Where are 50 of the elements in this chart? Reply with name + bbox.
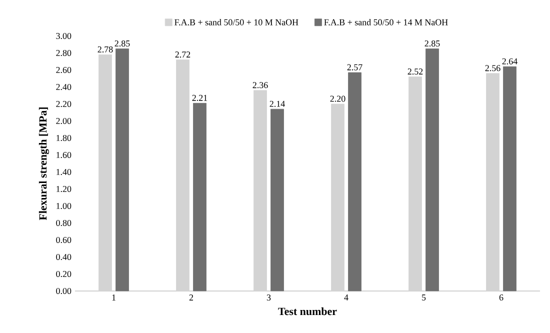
y-tick-label: 3.00 <box>56 32 72 40</box>
y-tick-label: 0.00 <box>56 288 72 294</box>
data-label: 2.36 <box>252 82 268 88</box>
y-axis-title: Flexural strength [MPa] <box>38 108 49 220</box>
y-tick-label: 0.40 <box>56 254 72 260</box>
x-tick-label: 1 <box>112 294 116 300</box>
legend-label: F.A.B + sand 50/50 + 10 M NaOH <box>174 19 298 26</box>
y-tick-label: 0.60 <box>56 236 72 244</box>
y-tick-label: 0.80 <box>56 220 72 226</box>
bar <box>176 60 190 292</box>
y-tick-label: 1.40 <box>56 168 72 176</box>
data-label: 2.21 <box>192 94 208 101</box>
y-tick-label: 1.00 <box>56 202 72 210</box>
data-label: 2.20 <box>330 96 346 102</box>
bar <box>331 104 344 292</box>
y-tick-label: 2.80 <box>56 50 72 56</box>
bar <box>270 108 284 292</box>
x-tick-label: 5 <box>422 294 426 300</box>
y-tick-label: 2.60 <box>56 66 72 74</box>
data-label: 2.56 <box>485 65 500 72</box>
y-tick-label: 2.00 <box>56 118 72 124</box>
data-label: 2.14 <box>270 100 285 107</box>
y-tick-label: 1.60 <box>56 152 72 158</box>
data-label: 2.52 <box>408 68 423 75</box>
bar <box>193 102 206 292</box>
bar <box>116 48 129 292</box>
bar <box>348 72 362 292</box>
y-tick-label: 1.20 <box>56 186 72 192</box>
x-tick-label: 2 <box>189 294 193 300</box>
x-tick-label: 6 <box>499 294 504 301</box>
y-tick-label: 1.80 <box>56 134 72 142</box>
data-label: 2.85 <box>114 40 130 47</box>
data-label: 2.85 <box>424 40 440 47</box>
x-tick-label: 4 <box>344 294 348 300</box>
data-label: 2.64 <box>502 58 518 64</box>
bar <box>254 90 267 292</box>
bar <box>486 73 500 292</box>
bar <box>98 54 112 292</box>
data-label: 2.57 <box>347 64 362 70</box>
bar <box>503 66 516 292</box>
bar <box>408 76 422 292</box>
bar <box>426 48 439 292</box>
y-tick-label: 2.20 <box>56 100 72 108</box>
y-tick-label: 2.40 <box>56 84 72 90</box>
legend-label: F.A.B + sand 50/50 + 14 M NaOH <box>324 19 448 26</box>
x-tick-label: 3 <box>266 294 271 301</box>
data-label: 2.78 <box>98 46 113 52</box>
data-label: 2.72 <box>175 52 190 58</box>
y-tick-label: 0.20 <box>56 270 72 278</box>
x-axis-title: Test number <box>278 307 337 316</box>
